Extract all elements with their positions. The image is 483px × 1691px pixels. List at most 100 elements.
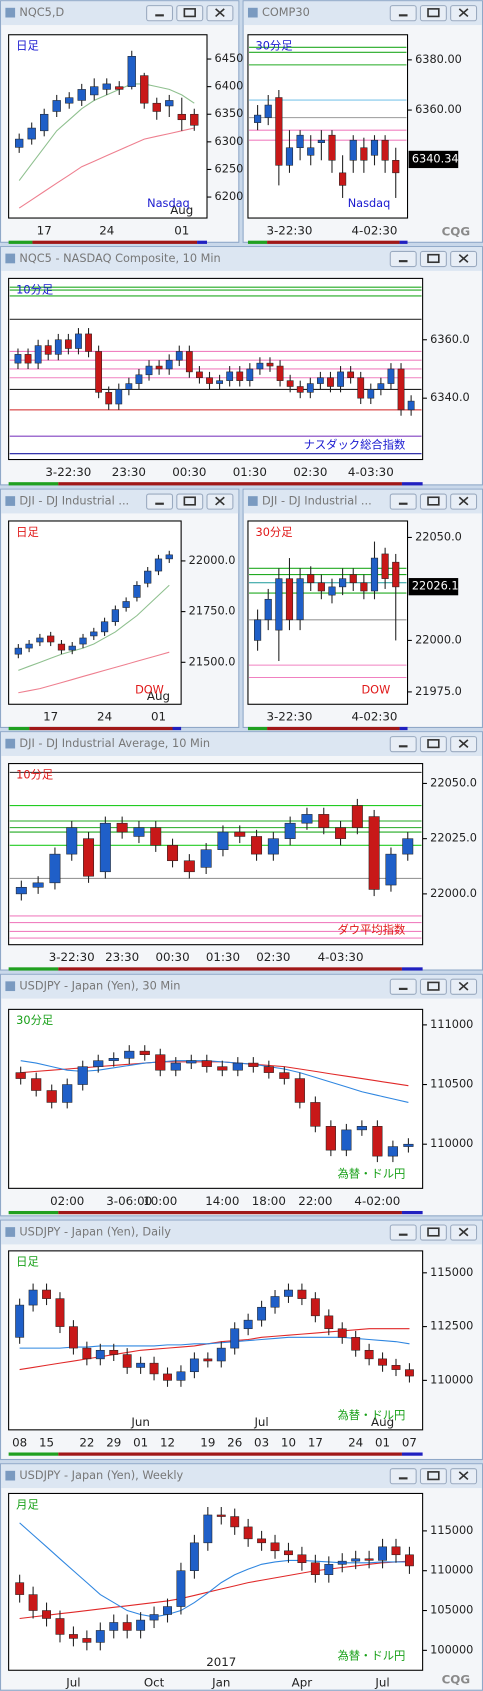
time-bar xyxy=(32,240,198,244)
candle-body xyxy=(307,574,315,584)
candle-body xyxy=(270,1296,280,1308)
x-tick-label: 24 xyxy=(97,710,112,724)
candle-body xyxy=(14,354,22,364)
candle-body xyxy=(85,333,92,352)
window-title: NQC5 - NASDAQ Composite, 10 Min xyxy=(19,251,220,265)
minimize-button[interactable] xyxy=(389,736,417,753)
button-glyph xyxy=(427,8,440,18)
candle-body xyxy=(349,139,357,161)
title-bar xyxy=(1,247,482,271)
maximize-button[interactable] xyxy=(419,1224,447,1241)
candle-body xyxy=(133,827,145,837)
x-tick-label: 10 xyxy=(281,1435,296,1449)
minimize-button[interactable] xyxy=(389,1468,417,1485)
minimize-button[interactable] xyxy=(389,5,417,22)
time-bar xyxy=(401,1210,423,1215)
time-bar xyxy=(399,726,408,731)
candle-body xyxy=(167,845,179,862)
x-tick-label: 17 xyxy=(43,710,58,724)
candle-body xyxy=(407,400,415,411)
time-bar xyxy=(267,240,400,244)
candle-body xyxy=(200,849,212,868)
candle-body xyxy=(40,113,49,132)
candle-body xyxy=(149,1362,159,1375)
candle-body xyxy=(325,1126,336,1151)
candle-body xyxy=(337,1560,347,1565)
candle-body xyxy=(136,1619,146,1631)
candle-body xyxy=(115,389,123,405)
candle-body xyxy=(149,1614,159,1621)
x-tick-label: 01 xyxy=(151,710,166,724)
x-tick-label: 02:30 xyxy=(256,950,290,964)
candle-body xyxy=(27,127,36,140)
moving-average xyxy=(18,584,170,671)
timeframe-label: 30分足 xyxy=(256,39,293,53)
candle-body xyxy=(317,139,325,143)
candle-body xyxy=(46,1090,57,1103)
window-title: NQC5,D xyxy=(19,5,64,19)
maximize-button[interactable] xyxy=(419,5,447,22)
maximize-button[interactable] xyxy=(419,493,447,510)
y-tick-label: 105000 xyxy=(430,1603,473,1617)
candle-body xyxy=(133,584,141,598)
y-tick-label: 22000.0 xyxy=(430,886,477,900)
maximize-button[interactable] xyxy=(176,5,204,22)
candle-body xyxy=(339,172,347,186)
candle-body xyxy=(31,1078,42,1091)
candle-body xyxy=(55,1298,65,1327)
chart-window: DJI - DJ Industrial ... 3-22:30 4-02:30 219… xyxy=(242,488,483,731)
plot-area xyxy=(8,34,208,219)
cqg-logo: CQG xyxy=(442,225,470,239)
button-glyph xyxy=(398,987,408,990)
minimize-button[interactable] xyxy=(146,493,174,510)
x-sublabel: 2017 xyxy=(206,1655,236,1669)
minimize-button[interactable] xyxy=(389,250,417,268)
time-bar xyxy=(401,967,423,971)
candle-body xyxy=(139,1050,150,1055)
maximize-button[interactable] xyxy=(419,250,447,268)
maximize-button[interactable] xyxy=(419,736,447,753)
candle-body xyxy=(337,371,344,387)
maximize-button[interactable] xyxy=(176,493,204,510)
candle-body xyxy=(216,1347,226,1362)
button-glyph xyxy=(398,260,408,263)
candle-body xyxy=(243,1526,253,1540)
candle-body xyxy=(324,1315,334,1330)
minimize-button[interactable] xyxy=(146,5,174,22)
minimize-button[interactable] xyxy=(389,493,417,510)
minimize-button[interactable] xyxy=(389,978,417,995)
time-bar xyxy=(247,240,268,244)
y-tick-label: 110500 xyxy=(430,1077,473,1091)
candle-body xyxy=(310,1562,320,1575)
candle-body xyxy=(201,1060,212,1067)
time-bar xyxy=(172,726,182,731)
window-title: USDJPY - Japan (Yen), Weekly xyxy=(19,1468,183,1482)
window-icon xyxy=(5,1470,16,1481)
y-tick-label: 111000 xyxy=(430,1017,473,1031)
candle-body xyxy=(267,838,279,855)
candle-body xyxy=(68,645,76,651)
maximize-button[interactable] xyxy=(419,978,447,995)
last-price-box xyxy=(408,150,459,169)
candle-body xyxy=(102,83,111,90)
candle-body xyxy=(310,1102,321,1127)
candle-body xyxy=(122,1622,132,1631)
candle-body xyxy=(328,134,336,161)
candle-body xyxy=(68,1634,78,1639)
candle-body xyxy=(82,1347,92,1360)
window-title: DJI - DJ Industrial ... xyxy=(19,494,129,508)
candle-body xyxy=(226,371,234,381)
candle-body xyxy=(270,1542,280,1552)
button-glyph xyxy=(458,254,469,263)
candle-body xyxy=(301,814,313,824)
candle-body xyxy=(403,1143,414,1147)
candle-body xyxy=(230,1328,240,1349)
button-glyph xyxy=(427,496,440,506)
candle-body xyxy=(264,104,272,118)
y-tick-label: 6360.00 xyxy=(415,102,462,116)
maximize-button[interactable] xyxy=(419,1468,447,1485)
x-tick-label: 15 xyxy=(39,1435,54,1449)
window-title: DJI - DJ Industrial Average, 10 Min xyxy=(19,736,210,750)
x-tick-label: 02:30 xyxy=(293,465,327,479)
minimize-button[interactable] xyxy=(389,1224,417,1241)
